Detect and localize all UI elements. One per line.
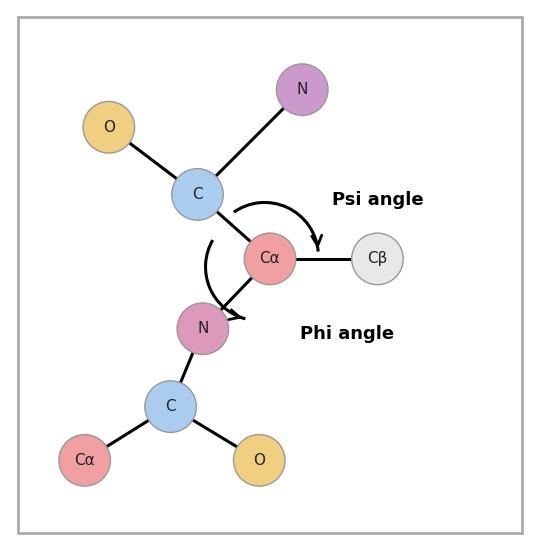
Circle shape <box>177 303 228 355</box>
Text: Phi angle: Phi angle <box>300 325 394 343</box>
Circle shape <box>172 169 223 220</box>
Circle shape <box>276 64 328 116</box>
Circle shape <box>233 434 285 486</box>
Text: Psi angle: Psi angle <box>332 191 423 209</box>
Circle shape <box>59 434 111 486</box>
Text: O: O <box>253 453 265 468</box>
Circle shape <box>352 233 403 285</box>
Circle shape <box>83 102 134 153</box>
Text: Cβ: Cβ <box>367 251 388 266</box>
Text: Cα: Cα <box>260 251 280 266</box>
Text: C: C <box>192 187 203 202</box>
Text: Cα: Cα <box>75 453 95 468</box>
Circle shape <box>244 233 296 285</box>
Text: N: N <box>197 321 208 336</box>
Text: N: N <box>296 82 308 97</box>
Text: O: O <box>103 120 115 135</box>
Circle shape <box>145 381 197 432</box>
Text: C: C <box>165 399 176 414</box>
